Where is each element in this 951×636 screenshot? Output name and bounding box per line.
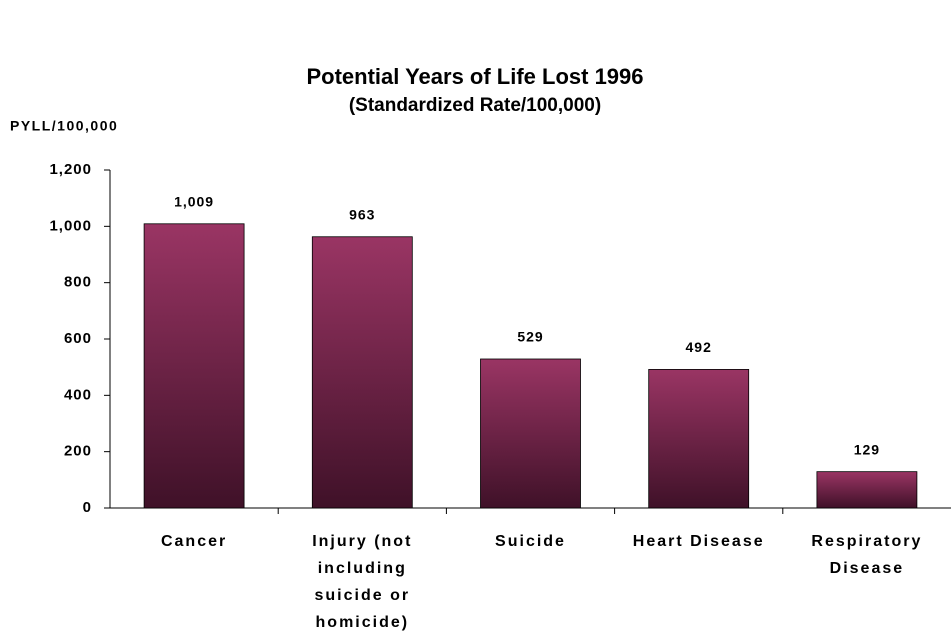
data-label: 492 <box>686 339 712 355</box>
data-label: 129 <box>854 441 880 457</box>
y-tick-label: 0 <box>83 499 92 516</box>
x-tick-label: Respiratory Disease <box>811 533 923 577</box>
y-axis-label: PYLL/100,000 <box>10 118 118 134</box>
data-label: 529 <box>517 329 543 345</box>
y-tick-label: 1,200 <box>49 161 92 178</box>
y-tick-label: 1,000 <box>49 217 92 234</box>
bar <box>143 223 245 509</box>
x-tick-label: Injury (not including suicide or homicid… <box>312 533 413 631</box>
y-tick-label: 200 <box>64 443 92 460</box>
data-label: 963 <box>349 206 375 222</box>
bar <box>311 236 413 509</box>
bar <box>816 471 918 509</box>
x-tick-label: Suicide <box>495 533 566 550</box>
bar <box>480 358 581 509</box>
y-tick-label: 600 <box>64 330 92 347</box>
chart-subtitle: (Standardized Rate/100,000) <box>349 95 601 116</box>
chart-title: Potential Years of Life Lost 1996 <box>306 64 643 89</box>
y-tick-label: 400 <box>64 386 92 403</box>
data-label: 1,009 <box>174 194 214 210</box>
x-tick-label: Cancer <box>160 533 228 550</box>
y-tick-label: 800 <box>64 274 92 291</box>
x-tick-label: Heart Disease <box>632 533 765 550</box>
bar <box>648 369 750 509</box>
